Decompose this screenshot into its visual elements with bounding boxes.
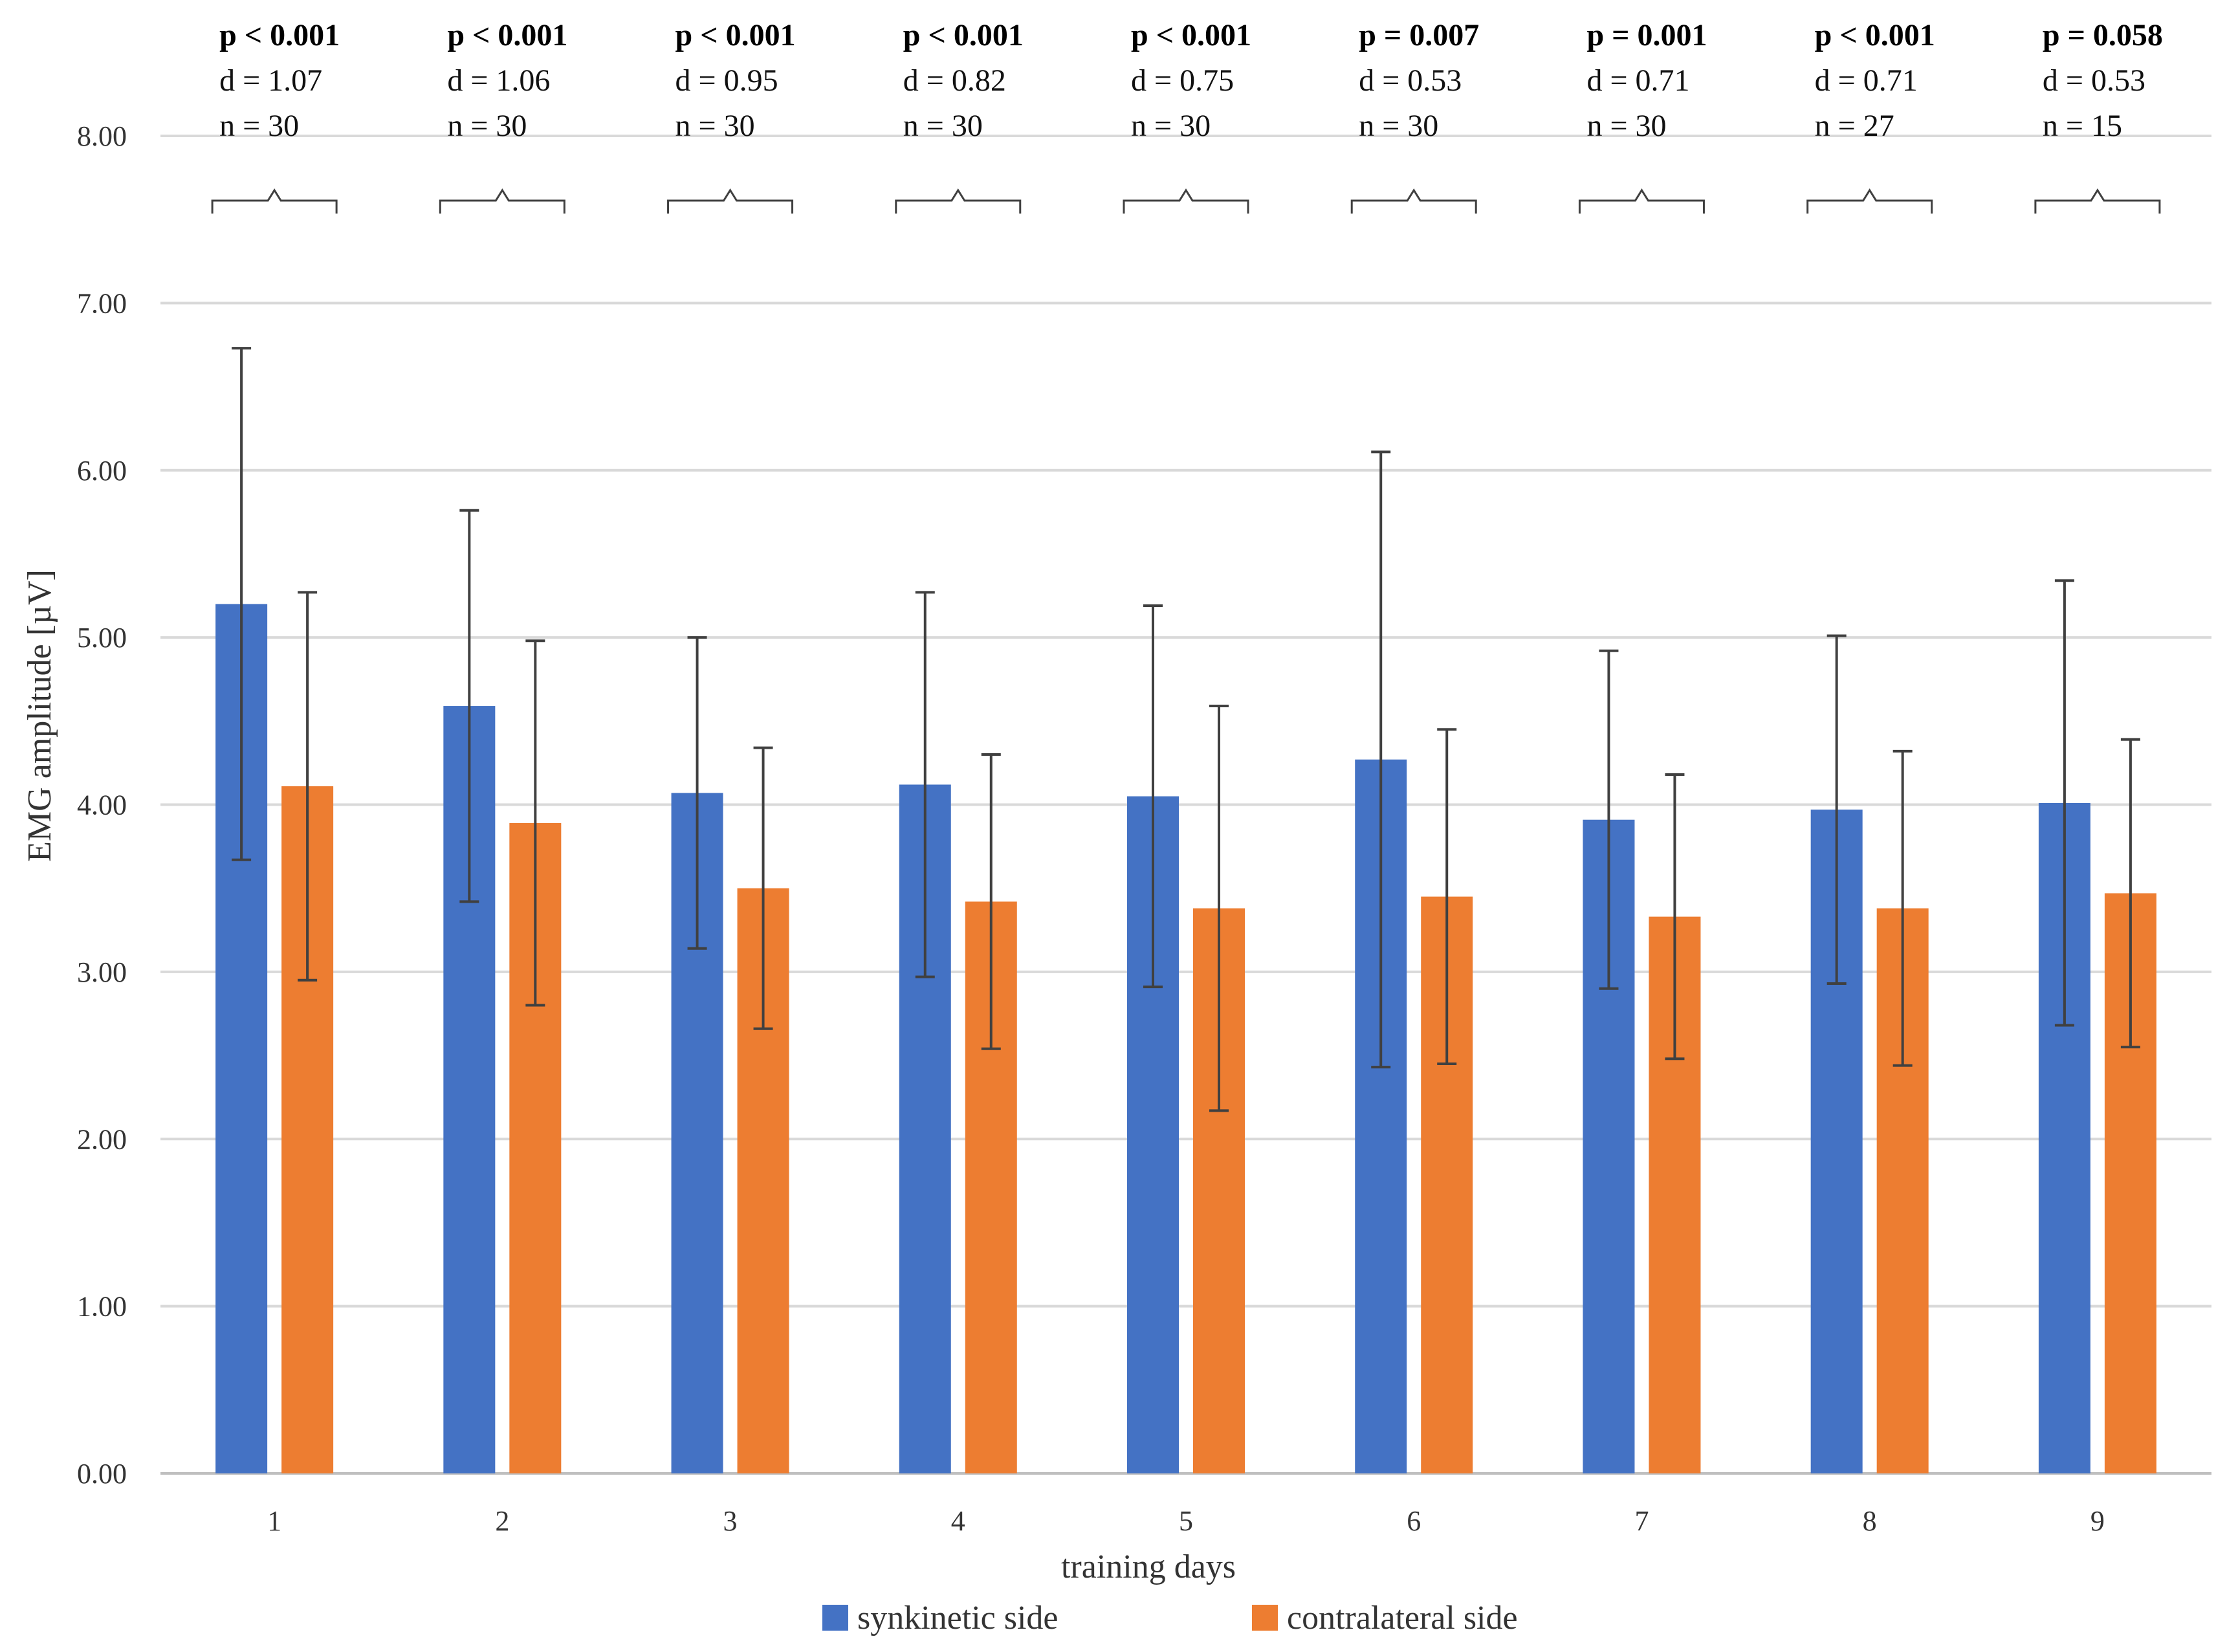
error-bars bbox=[232, 347, 2140, 1112]
effect-size-label: d = 0.71 bbox=[1586, 63, 1689, 98]
bracket-day-5 bbox=[1123, 188, 1249, 214]
x-tick-label-4: 4 bbox=[951, 1505, 965, 1537]
bracket-day-1 bbox=[211, 188, 338, 214]
sample-size-label: n = 30 bbox=[1131, 109, 1211, 143]
bracket-day-4 bbox=[895, 188, 1022, 214]
y-tick-label-6: 6.00 bbox=[77, 455, 127, 487]
effect-size-label: d = 0.53 bbox=[2043, 63, 2145, 98]
p-value-label: p < 0.001 bbox=[1131, 18, 1251, 52]
x-tick-label-9: 9 bbox=[2090, 1505, 2105, 1537]
x-tick-label-6: 6 bbox=[1407, 1505, 1421, 1537]
legend-swatch-synkinetic bbox=[822, 1605, 848, 1631]
sample-size-label: n = 30 bbox=[1586, 109, 1666, 143]
y-tick-label-1: 1.00 bbox=[77, 1291, 127, 1323]
bracket-day-2 bbox=[439, 188, 565, 214]
bracket-day-3 bbox=[667, 188, 794, 214]
x-tick-label-8: 8 bbox=[1863, 1505, 1877, 1537]
y-axis-ticks: 0.00 1.00 2.00 3.00 4.00 5.00 6.00 7.00 8.00 bbox=[77, 120, 127, 1490]
p-value-label: p < 0.001 bbox=[219, 18, 340, 52]
x-tick-label-1: 1 bbox=[267, 1505, 281, 1537]
sample-size-label: n = 30 bbox=[219, 109, 299, 143]
stat-annotations: p < 0.001 d = 1.07 n = 30 p < 0.001 d = 1.06… bbox=[211, 18, 2163, 214]
p-value-label: p < 0.001 bbox=[903, 18, 1024, 52]
bracket-day-8 bbox=[1806, 188, 1933, 214]
y-tick-label-3: 3.00 bbox=[77, 956, 127, 988]
y-tick-label-8: 8.00 bbox=[77, 120, 127, 152]
bracket-day-9 bbox=[2034, 188, 2161, 214]
p-value-label: p < 0.001 bbox=[1815, 18, 1935, 52]
y-tick-label-5: 5.00 bbox=[77, 622, 127, 654]
y-tick-label-0: 0.00 bbox=[77, 1458, 127, 1490]
y-tick-label-4: 4.00 bbox=[77, 789, 127, 821]
bracket-day-6 bbox=[1350, 188, 1477, 214]
sample-size-label: n = 30 bbox=[903, 109, 983, 143]
effect-size-label: d = 0.95 bbox=[675, 63, 778, 98]
x-tick-label-5: 5 bbox=[1179, 1505, 1193, 1537]
bracket-day-7 bbox=[1578, 188, 1705, 214]
p-value-label: p = 0.058 bbox=[2043, 18, 2163, 52]
effect-size-label: d = 0.71 bbox=[1815, 63, 1918, 98]
y-axis-title: EMG amplitude [µV] bbox=[21, 569, 58, 862]
x-tick-label-3: 3 bbox=[723, 1505, 738, 1537]
p-value-label: p < 0.001 bbox=[447, 18, 567, 52]
legend-label-synkinetic: synkinetic side bbox=[857, 1600, 1059, 1636]
x-tick-label-2: 2 bbox=[495, 1505, 509, 1537]
effect-size-label: d = 0.75 bbox=[1131, 63, 1234, 98]
x-axis-ticks: 1 2 3 4 5 6 7 8 9 bbox=[267, 1505, 2105, 1537]
p-value-label: p < 0.001 bbox=[675, 18, 796, 52]
effect-size-label: d = 1.07 bbox=[219, 63, 322, 98]
sample-size-label: n = 27 bbox=[1815, 109, 1894, 143]
legend: synkinetic side contralateral side bbox=[822, 1600, 1518, 1636]
sample-size-label: n = 30 bbox=[447, 109, 527, 143]
effect-size-label: d = 0.53 bbox=[1359, 63, 1462, 98]
x-axis-title: training days bbox=[1061, 1548, 1236, 1585]
effect-size-label: d = 1.06 bbox=[447, 63, 550, 98]
effect-size-label: d = 0.82 bbox=[903, 63, 1006, 98]
sample-size-label: n = 30 bbox=[1359, 109, 1438, 143]
legend-label-contralateral: contralateral side bbox=[1287, 1600, 1518, 1636]
legend-swatch-contralateral bbox=[1252, 1605, 1278, 1631]
p-value-label: p = 0.007 bbox=[1359, 18, 1479, 52]
sample-size-label: n = 30 bbox=[675, 109, 755, 143]
y-tick-label-7: 7.00 bbox=[77, 287, 127, 319]
p-value-label: p = 0.001 bbox=[1586, 18, 1707, 52]
x-tick-label-7: 7 bbox=[1634, 1505, 1649, 1537]
sample-size-label: n = 15 bbox=[2043, 109, 2122, 143]
gridlines bbox=[160, 135, 2211, 1475]
bars bbox=[215, 604, 2156, 1474]
y-tick-label-2: 2.00 bbox=[77, 1123, 127, 1155]
